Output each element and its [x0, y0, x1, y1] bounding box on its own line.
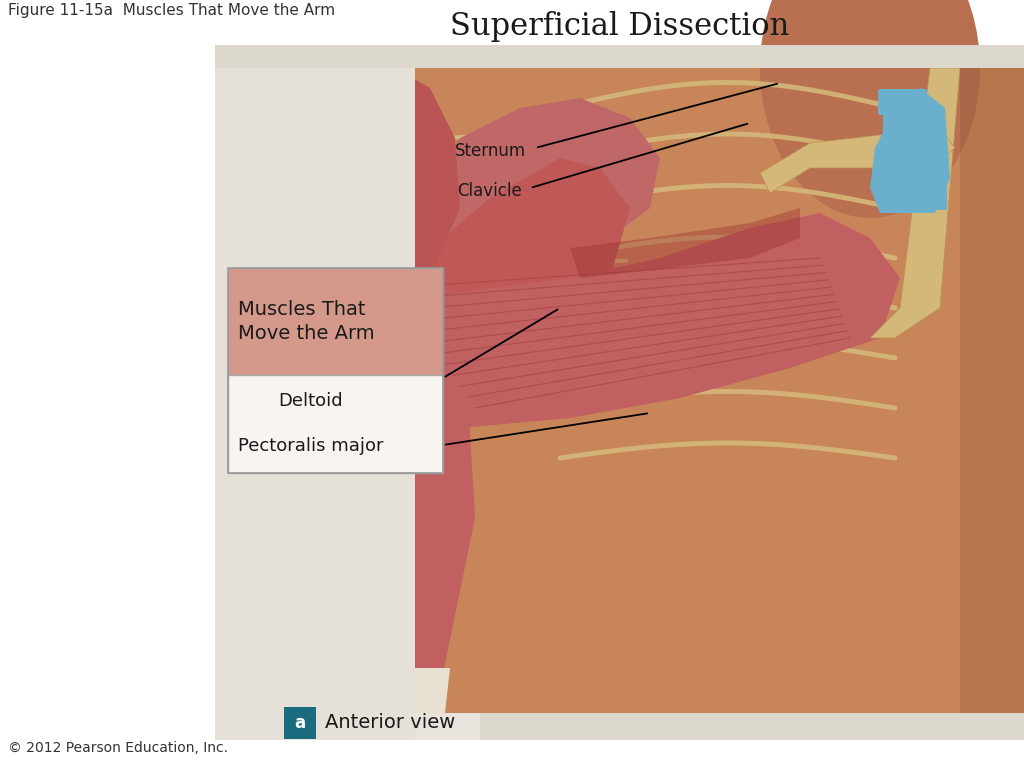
Polygon shape	[760, 128, 955, 193]
FancyBboxPatch shape	[898, 184, 947, 210]
Polygon shape	[870, 88, 950, 213]
Text: a: a	[295, 714, 305, 732]
Text: Muscles That
Move the Arm: Muscles That Move the Arm	[238, 300, 375, 343]
Polygon shape	[961, 48, 1024, 713]
FancyBboxPatch shape	[228, 375, 443, 473]
Polygon shape	[408, 668, 450, 713]
Polygon shape	[390, 213, 900, 428]
Text: Superficial Dissection: Superficial Dissection	[451, 11, 790, 41]
Polygon shape	[375, 208, 500, 713]
Text: Figure 11-15a  Muscles That Move the Arm: Figure 11-15a Muscles That Move the Arm	[8, 4, 335, 18]
Polygon shape	[375, 238, 475, 688]
Polygon shape	[570, 208, 800, 278]
FancyBboxPatch shape	[284, 707, 316, 739]
Text: Anterior view: Anterior view	[325, 713, 456, 733]
FancyBboxPatch shape	[888, 129, 937, 155]
Text: Clavicle: Clavicle	[458, 182, 522, 200]
Text: Pectoralis major: Pectoralis major	[238, 437, 384, 455]
FancyBboxPatch shape	[215, 45, 1024, 740]
Polygon shape	[870, 68, 961, 338]
FancyBboxPatch shape	[878, 89, 927, 115]
Polygon shape	[375, 68, 460, 328]
FancyBboxPatch shape	[215, 45, 415, 740]
Text: © 2012 Pearson Education, Inc.: © 2012 Pearson Education, Inc.	[8, 741, 228, 755]
Text: Deltoid: Deltoid	[278, 392, 343, 410]
FancyBboxPatch shape	[893, 154, 942, 180]
FancyBboxPatch shape	[228, 268, 443, 375]
Text: Sternum: Sternum	[455, 142, 525, 160]
FancyBboxPatch shape	[215, 45, 480, 740]
Polygon shape	[420, 98, 660, 278]
Polygon shape	[380, 148, 560, 468]
Polygon shape	[390, 158, 630, 438]
FancyBboxPatch shape	[215, 45, 1024, 68]
FancyBboxPatch shape	[889, 127, 945, 161]
FancyBboxPatch shape	[883, 109, 932, 135]
Ellipse shape	[760, 0, 980, 218]
Polygon shape	[380, 48, 1024, 713]
